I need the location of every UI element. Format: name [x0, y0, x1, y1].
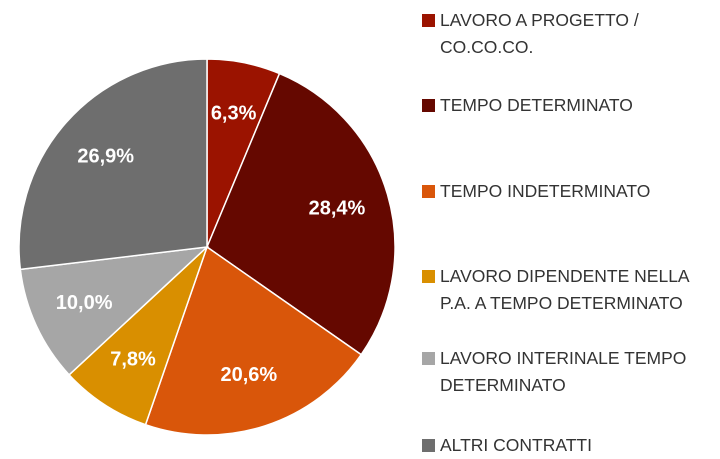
legend-swatch — [422, 185, 435, 198]
legend-swatch — [422, 439, 435, 452]
data-label: 26,9% — [77, 145, 134, 167]
legend-label: TEMPO DETERMINATO — [440, 95, 633, 115]
data-label: 20,6% — [220, 364, 277, 386]
legend-swatch — [422, 99, 435, 112]
legend-label: LAVORO DIPENDENTE NELLA P.A. A TEMPO DET… — [440, 266, 689, 313]
legend-swatch — [422, 14, 435, 27]
pie-slice — [144, 245, 363, 436]
pie-slice — [18, 58, 208, 271]
legend-swatch — [422, 270, 435, 283]
legend-label: LAVORO INTERINALE TEMPO DETERMINATO — [440, 348, 687, 395]
data-label: 28,4% — [309, 198, 366, 220]
data-label: 7,8% — [110, 349, 156, 371]
legend-label: TEMPO INDETERMINATO — [440, 181, 651, 201]
pie-slice — [19, 245, 210, 376]
legend-label: ALTRI CONTRATTI — [440, 435, 592, 455]
legend-label: LAVORO A PROGETTO / CO.CO.CO. — [440, 10, 639, 57]
pie-slice — [68, 246, 208, 426]
pie-slice — [206, 72, 396, 356]
data-label: 6,3% — [211, 103, 257, 125]
pie: 6,3% 28,4% 20,6% 7,8% 10,0% 26,9% — [18, 58, 396, 436]
data-label: 10,0% — [56, 292, 113, 314]
legend-swatch — [422, 352, 435, 365]
